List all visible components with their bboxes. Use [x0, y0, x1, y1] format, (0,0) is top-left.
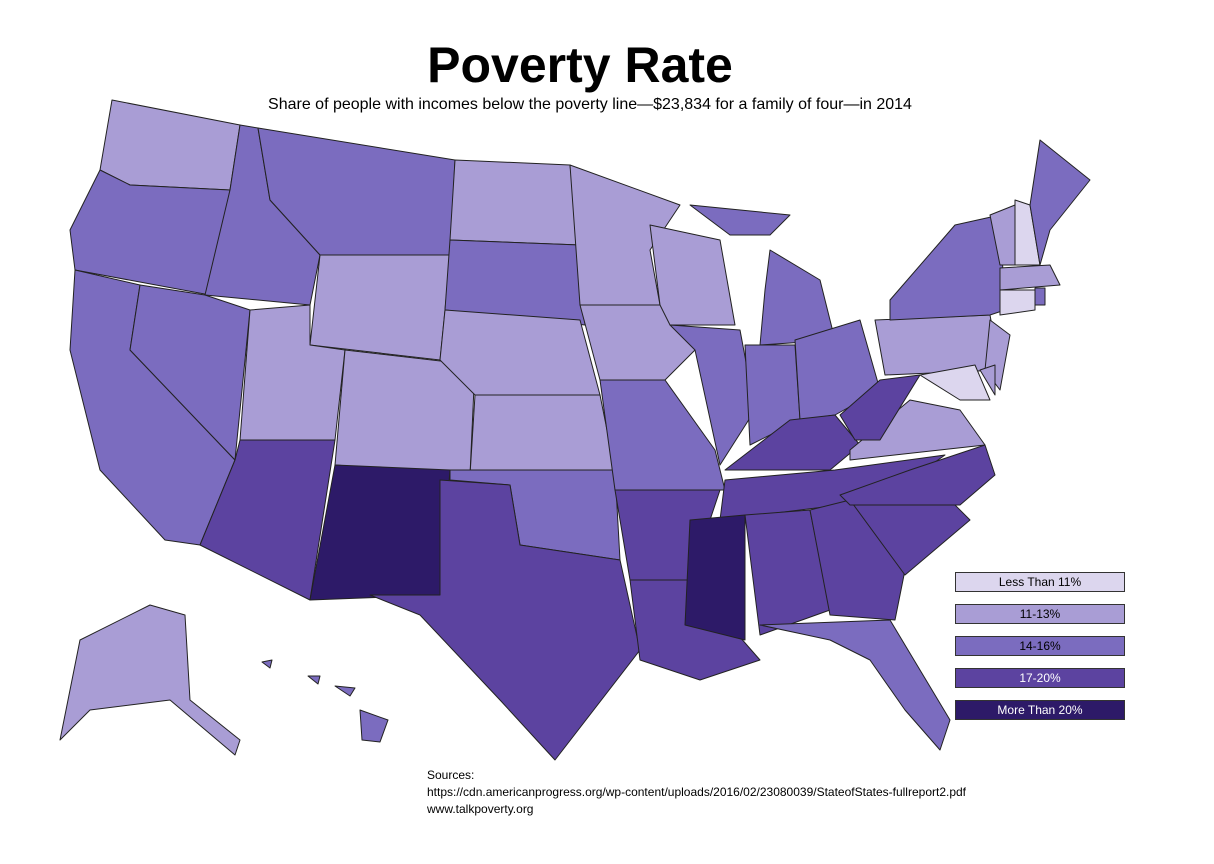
state [359, 709, 389, 743]
source-line: https://cdn.americanprogress.org/wp-cont… [427, 785, 967, 799]
state [689, 204, 791, 236]
legend-item: 17-20% [955, 668, 1125, 688]
state [874, 314, 1001, 376]
state [599, 379, 726, 491]
state [129, 284, 251, 461]
subtitle: Share of people with incomes below the p… [268, 96, 912, 113]
state [1029, 139, 1091, 266]
state [684, 514, 746, 641]
state [999, 289, 1036, 316]
title: Poverty Rate [427, 37, 733, 93]
state [809, 499, 906, 621]
legend: Less Than 11% 11-13% 14-16% 17-20% More Than… [955, 572, 1125, 732]
state [307, 675, 321, 685]
state [759, 619, 951, 751]
state [449, 159, 581, 246]
state [309, 254, 451, 361]
source-line: www.talkpoverty.org [427, 802, 534, 816]
state [334, 685, 356, 697]
state [669, 324, 756, 466]
state [59, 604, 241, 756]
legend-item: 11-13% [955, 604, 1125, 624]
state [919, 364, 991, 401]
state [629, 579, 761, 681]
state [469, 394, 616, 476]
state [839, 374, 921, 441]
state [889, 214, 1006, 321]
state [579, 304, 696, 381]
state [839, 444, 996, 506]
state [979, 364, 996, 396]
state [199, 439, 336, 601]
legend-item: More Than 20% [955, 700, 1125, 720]
state [999, 264, 1061, 291]
state [1034, 287, 1046, 306]
state [724, 414, 861, 471]
state [261, 659, 273, 669]
sources-heading: Sources: [427, 768, 475, 782]
state [439, 309, 601, 396]
state [569, 164, 681, 306]
legend-item: 14-16% [955, 636, 1125, 656]
sources: Sources: https://cdn.americanprogress.or… [427, 767, 966, 818]
state [649, 224, 736, 326]
legend-item: Less Than 11% [955, 572, 1125, 592]
state [369, 479, 641, 761]
state [309, 464, 451, 601]
